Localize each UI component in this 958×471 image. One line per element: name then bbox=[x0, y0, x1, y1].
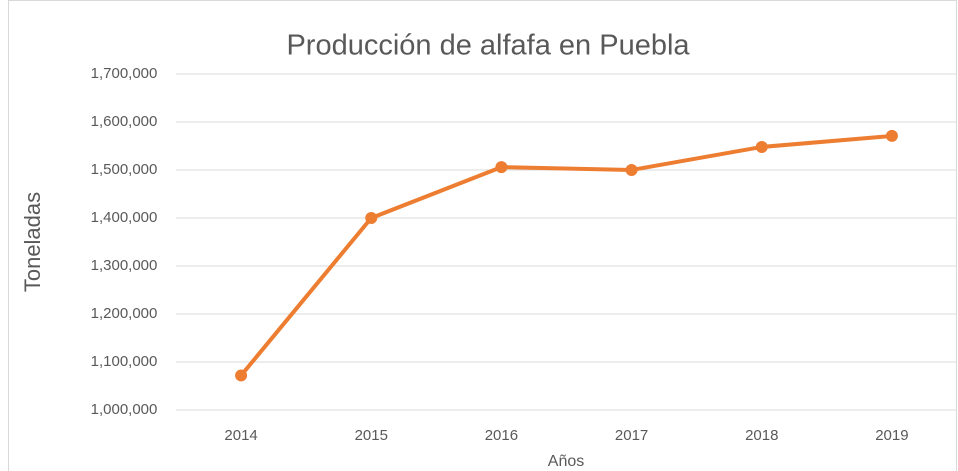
data-point bbox=[235, 369, 248, 382]
y-tick-label: 1,000,000 bbox=[91, 401, 158, 418]
y-tick-label: 1,100,000 bbox=[91, 353, 158, 370]
x-axis-title: Años bbox=[548, 453, 584, 470]
y-axis-title: Toneladas bbox=[20, 192, 45, 292]
y-tick-label: 1,600,000 bbox=[91, 113, 158, 130]
chart-border bbox=[8, 0, 957, 471]
y-tick-label: 1,300,000 bbox=[91, 257, 158, 274]
y-tick-label: 1,700,000 bbox=[91, 65, 158, 82]
x-tick-label: 2016 bbox=[485, 427, 518, 444]
line-series bbox=[239, 133, 893, 377]
x-tick-label: 2017 bbox=[615, 427, 648, 444]
x-tick-label: 2015 bbox=[355, 427, 388, 444]
data-point bbox=[885, 129, 898, 142]
data-point bbox=[495, 161, 508, 174]
y-tick-label: 1,200,000 bbox=[91, 305, 158, 322]
y-tick-label: 1,400,000 bbox=[91, 209, 158, 226]
x-tick-label: 2018 bbox=[745, 427, 778, 444]
x-tick-label: 2014 bbox=[224, 427, 257, 444]
data-point bbox=[755, 140, 768, 153]
data-point bbox=[625, 164, 638, 176]
chart-title: Producción de alfafa en Puebla bbox=[286, 30, 690, 62]
x-tick-label: 2019 bbox=[875, 427, 908, 444]
data-point bbox=[365, 212, 378, 224]
y-tick-label: 1,500,000 bbox=[91, 161, 158, 178]
